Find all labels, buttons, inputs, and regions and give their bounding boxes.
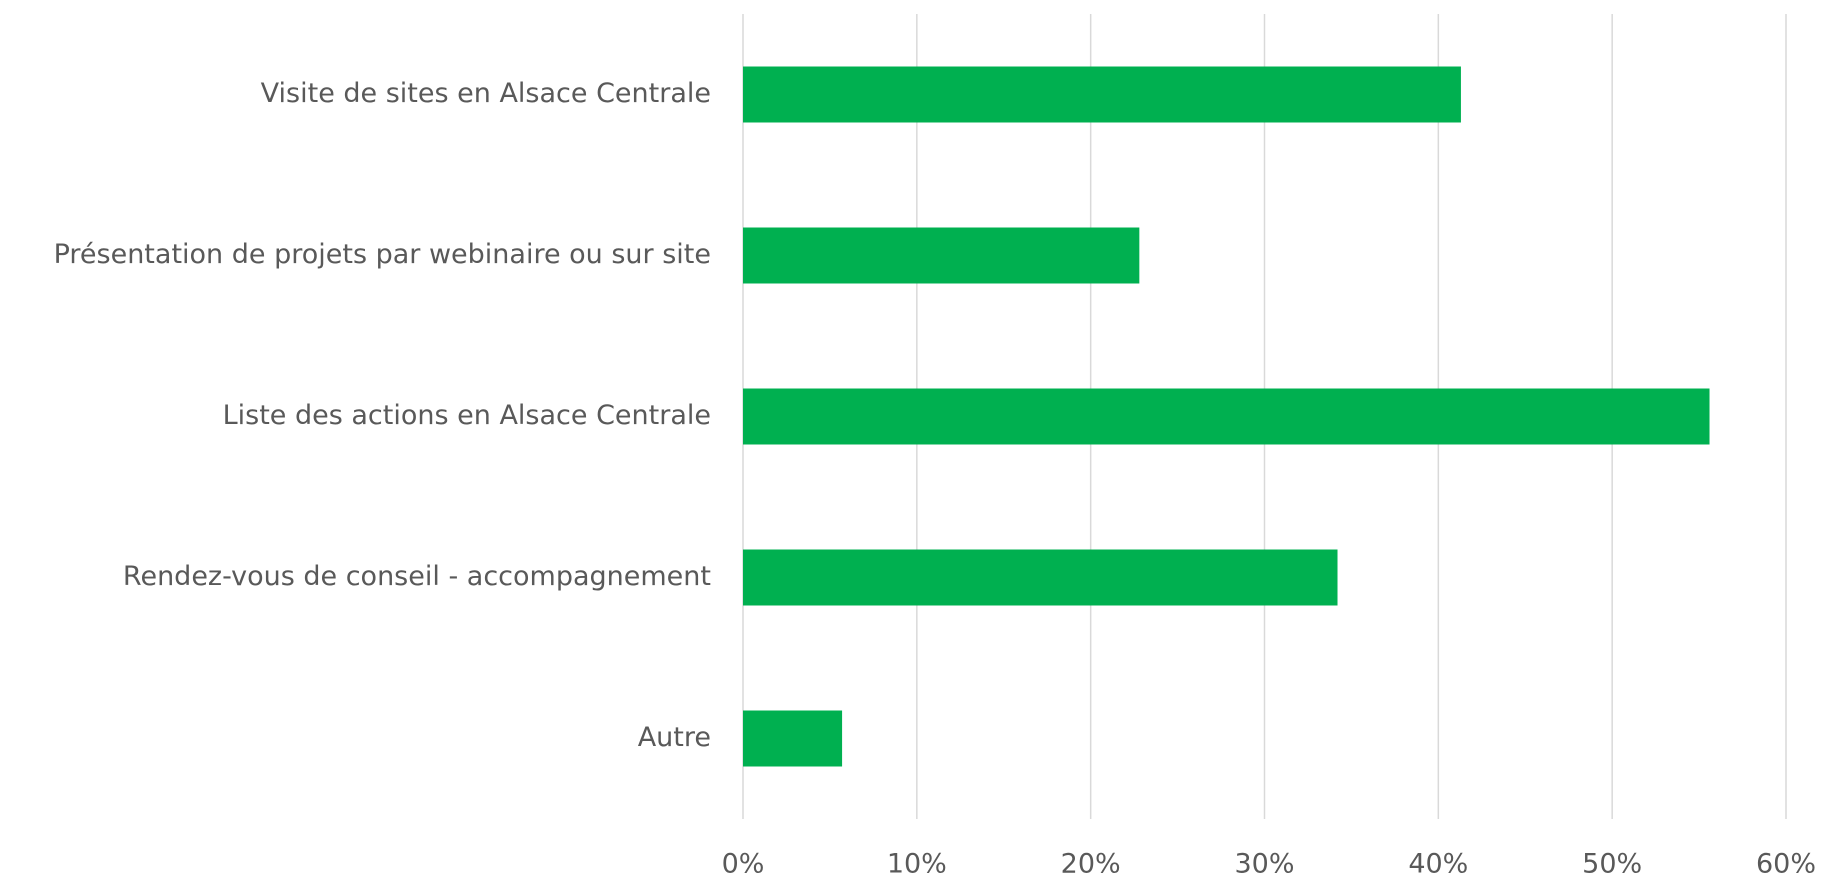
x-tick-label: 60%	[1756, 849, 1816, 880]
y-tick-label: Rendez-vous de conseil - accompagnement	[123, 561, 711, 592]
y-tick-label: Présentation de projets par webinaire ou…	[54, 239, 711, 270]
bar	[743, 388, 1710, 445]
bar	[743, 549, 1338, 606]
y-tick-label: Autre	[638, 722, 711, 753]
y-tick-label: Visite de sites en Alsace Centrale	[261, 78, 711, 109]
x-tick-label: 0%	[722, 849, 765, 880]
bar	[743, 710, 843, 767]
bar	[743, 66, 1461, 123]
bar	[743, 227, 1140, 284]
x-tick-label: 50%	[1582, 849, 1642, 880]
x-tick-label: 30%	[1234, 849, 1294, 880]
y-tick-label: Liste des actions en Alsace Centrale	[223, 400, 711, 431]
x-tick-label: 40%	[1408, 849, 1468, 880]
x-tick-label: 20%	[1061, 849, 1121, 880]
x-tick-label: 10%	[887, 849, 947, 880]
